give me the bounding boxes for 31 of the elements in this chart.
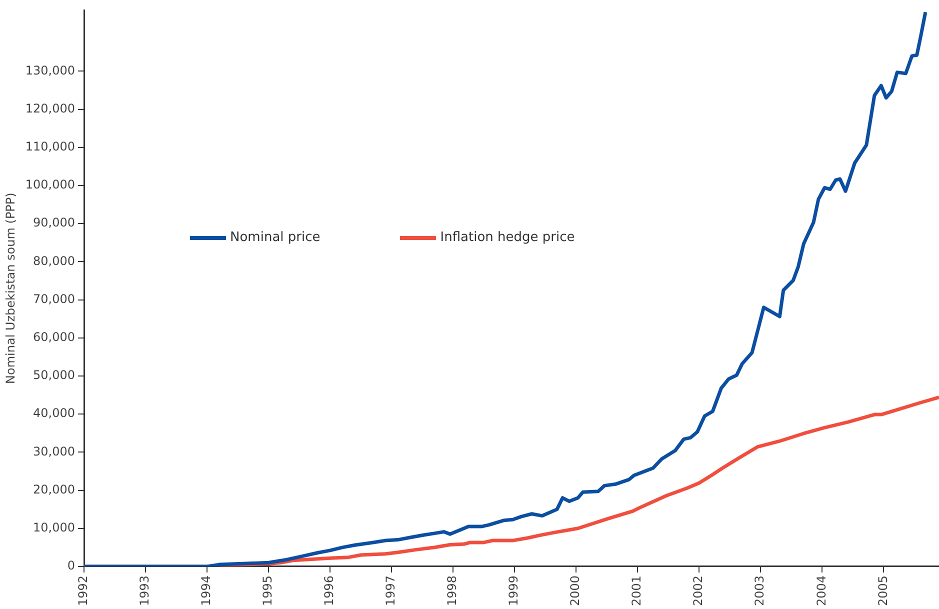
y-tick-label: 100,000 <box>25 178 76 192</box>
x-tick-label: 1999 <box>506 575 521 606</box>
legend-label: Inflation hedge price <box>440 230 575 245</box>
y-tick-label: 60,000 <box>33 330 76 344</box>
y-tick-label: 120,000 <box>25 101 76 116</box>
x-tick-label: 2003 <box>752 575 767 606</box>
y-tick-label: 0 <box>67 558 76 573</box>
x-tick-label: 2002 <box>691 575 706 606</box>
x-tick-label: 2001 <box>630 575 644 606</box>
x-tick-label: 2000 <box>568 575 582 606</box>
y-tick-label: 20,000 <box>33 482 76 496</box>
y-tick-label: 40,000 <box>33 406 76 420</box>
x-tick-label: 1993 <box>138 575 152 606</box>
y-tick-label: 90,000 <box>33 216 76 230</box>
x-tick-label: 2004 <box>814 575 828 606</box>
x-tick-label: 1994 <box>199 575 214 606</box>
x-tick-label: 1992 <box>76 575 90 606</box>
y-tick-label: 70,000 <box>33 292 76 306</box>
y-tick-label: 30,000 <box>33 444 76 458</box>
y-axis-title: Nominal Uzbekistan soum (PPP) <box>3 192 18 384</box>
x-tick-label: 1997 <box>384 575 398 606</box>
y-tick-label: 130,000 <box>25 63 76 78</box>
x-tick-label: 1996 <box>322 575 336 606</box>
x-tick-label: 2005 <box>876 575 890 606</box>
y-tick-label: 80,000 <box>33 254 76 268</box>
x-tick-label: 1995 <box>260 575 275 606</box>
legend-label: Nominal price <box>230 230 320 245</box>
y-tick-label: 110,000 <box>25 139 76 154</box>
y-tick-label: 50,000 <box>33 368 76 382</box>
x-tick-label: 1998 <box>445 575 460 606</box>
y-tick-label: 10,000 <box>33 520 76 534</box>
